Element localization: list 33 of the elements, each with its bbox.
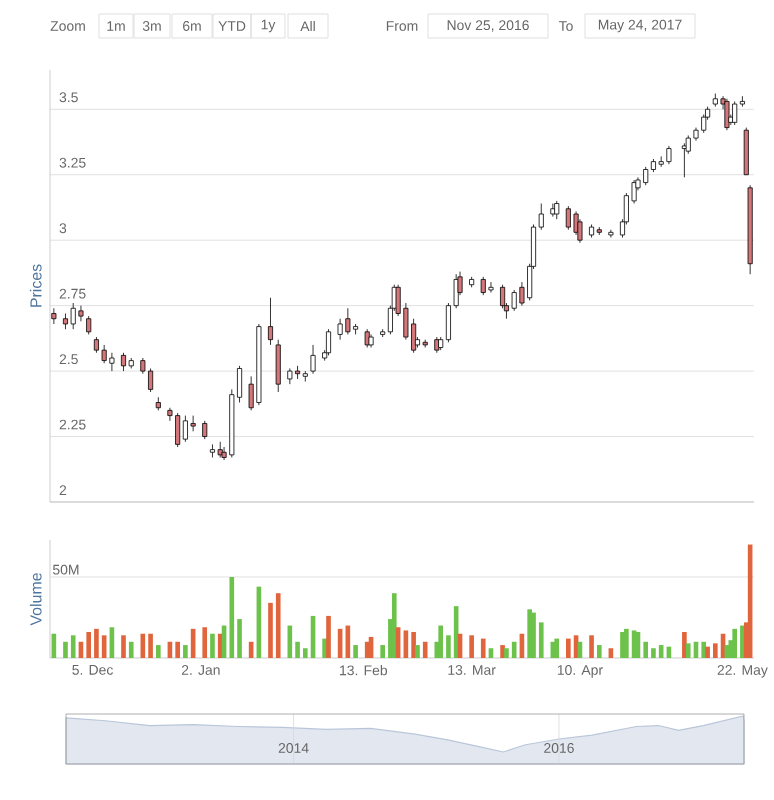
- bar: [422, 641, 428, 658]
- bar: [353, 645, 358, 658]
- bar: [155, 645, 161, 658]
- bar: [86, 632, 91, 658]
- bar: [596, 645, 602, 658]
- bar: [682, 632, 687, 658]
- bar: [326, 615, 331, 658]
- bar: [566, 638, 571, 658]
- bar: [175, 641, 180, 658]
- bar: [589, 635, 594, 658]
- bar: [63, 641, 68, 658]
- bar: [469, 635, 474, 658]
- bar: [701, 641, 707, 658]
- bar: [128, 641, 134, 658]
- bar: [121, 635, 126, 658]
- bar: [411, 632, 416, 658]
- bar: [94, 628, 99, 658]
- bar: [732, 628, 737, 658]
- bar: [511, 641, 517, 658]
- bar: [685, 643, 691, 658]
- bar: [183, 645, 188, 658]
- bar: [651, 648, 656, 658]
- bar: [415, 645, 420, 658]
- bar: [202, 627, 208, 658]
- bar: [705, 646, 710, 658]
- bar: [480, 638, 486, 658]
- bar: [70, 635, 76, 658]
- bar: [275, 593, 281, 658]
- bar: [391, 593, 397, 658]
- bar: [229, 576, 235, 658]
- bar: [148, 633, 153, 658]
- bar: [210, 633, 215, 658]
- bar: [438, 625, 444, 658]
